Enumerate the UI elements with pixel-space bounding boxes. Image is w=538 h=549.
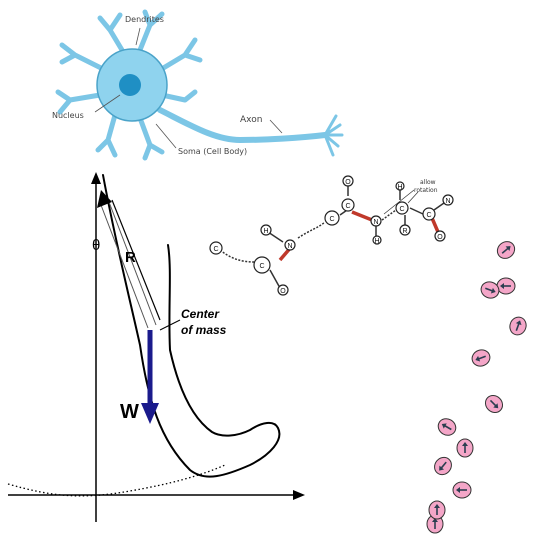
cell-2 xyxy=(496,277,516,295)
atom-16 xyxy=(442,194,454,206)
soma-pointer xyxy=(155,123,177,149)
center-of-mass-label-1: Center xyxy=(181,307,220,321)
atom-label-1: C xyxy=(213,246,218,253)
rotation-annotation-1: allow xyxy=(420,179,436,186)
w-label: W xyxy=(120,401,139,423)
cell-7 xyxy=(437,418,457,436)
neuron-axon xyxy=(157,107,328,144)
dendrites-label: Dendrites xyxy=(125,15,164,24)
atom-label-6: C xyxy=(329,216,334,223)
atom-7 xyxy=(341,198,355,212)
cell-4 xyxy=(509,316,527,336)
cell-3 xyxy=(480,281,500,299)
atom-label-15: O xyxy=(437,234,443,241)
rotation-arrow-1 xyxy=(407,191,419,204)
axon-terminal xyxy=(323,114,344,157)
r-dir-arrow xyxy=(111,199,161,321)
molecule-atoms xyxy=(209,175,454,296)
rotation-arrow-2 xyxy=(383,189,415,215)
atom-10 xyxy=(372,235,382,245)
x-axis-arrowhead xyxy=(293,490,305,500)
atom-2 xyxy=(253,256,271,274)
axon-label: Axon xyxy=(240,115,262,125)
atom-label-7: C xyxy=(345,203,350,210)
r-label: R xyxy=(125,249,136,266)
trajectory-dotted xyxy=(7,464,226,497)
atom-label-4: H xyxy=(263,228,268,235)
atom-1 xyxy=(209,241,223,255)
atom-5 xyxy=(284,239,296,251)
atom-label-14: C xyxy=(426,212,431,219)
atom-label-13: R xyxy=(402,228,407,235)
atom-9 xyxy=(370,215,382,227)
cell-10 xyxy=(452,481,472,499)
atom-12 xyxy=(395,181,405,191)
cell-5 xyxy=(471,349,491,367)
cell-8 xyxy=(456,438,474,458)
atom-label-8: O xyxy=(345,179,351,186)
atom-label-5: N xyxy=(287,243,292,250)
neuron-nucleus xyxy=(119,74,141,96)
atom-label-16: N xyxy=(445,198,450,205)
cell-1 xyxy=(496,241,516,259)
theta-label: θ xyxy=(92,237,100,254)
atom-15 xyxy=(434,230,446,242)
cell-6 xyxy=(484,394,504,414)
r-vector-line-2 xyxy=(108,201,157,326)
weight-arrowhead xyxy=(141,403,159,424)
atom-3 xyxy=(277,284,289,296)
y-axis-arrowhead xyxy=(91,172,101,184)
molecule-atom-labels: C C O H N C C O N H C H R C O N xyxy=(213,179,450,295)
atom-label-11: C xyxy=(399,206,404,213)
center-pointer xyxy=(159,319,181,331)
molecule-diagram: C C O H N C C O N H C H R C O N allow ro… xyxy=(209,175,454,296)
axon-pointer xyxy=(269,119,283,134)
atom-label-2: C xyxy=(259,263,264,270)
soma-label: Soma (Cell Body) xyxy=(178,147,247,156)
neuron-diagram: Dendrites Nucleus Axon Soma (Cell Body) xyxy=(52,9,344,161)
center-of-mass-label-2: of mass xyxy=(181,323,227,337)
atom-label-12: H xyxy=(397,184,402,191)
atom-6 xyxy=(324,210,340,226)
cell-12 xyxy=(428,500,446,520)
atom-8 xyxy=(342,175,354,187)
molecule-bonds xyxy=(219,186,445,289)
rotation-annotation-2: rotation xyxy=(414,187,438,194)
atom-14 xyxy=(422,207,436,221)
nucleus-label: Nucleus xyxy=(52,111,84,120)
leg-diagram: θ R Center of mass W xyxy=(7,172,305,522)
cell-9 xyxy=(434,456,452,476)
dendrites-pointer xyxy=(135,27,141,46)
atom-label-3: O xyxy=(280,288,286,295)
atom-4 xyxy=(260,224,272,236)
atom-label-9: N xyxy=(373,219,378,226)
r-vector-line xyxy=(100,204,149,329)
atom-13 xyxy=(399,224,411,236)
r-arrowhead xyxy=(97,190,112,208)
neuron-dendrites xyxy=(55,9,203,161)
leg-outline xyxy=(102,174,281,478)
nucleus-pointer xyxy=(94,94,121,113)
atom-11 xyxy=(395,201,409,215)
atom-label-10: H xyxy=(374,238,379,245)
cells-diagram xyxy=(426,241,527,534)
